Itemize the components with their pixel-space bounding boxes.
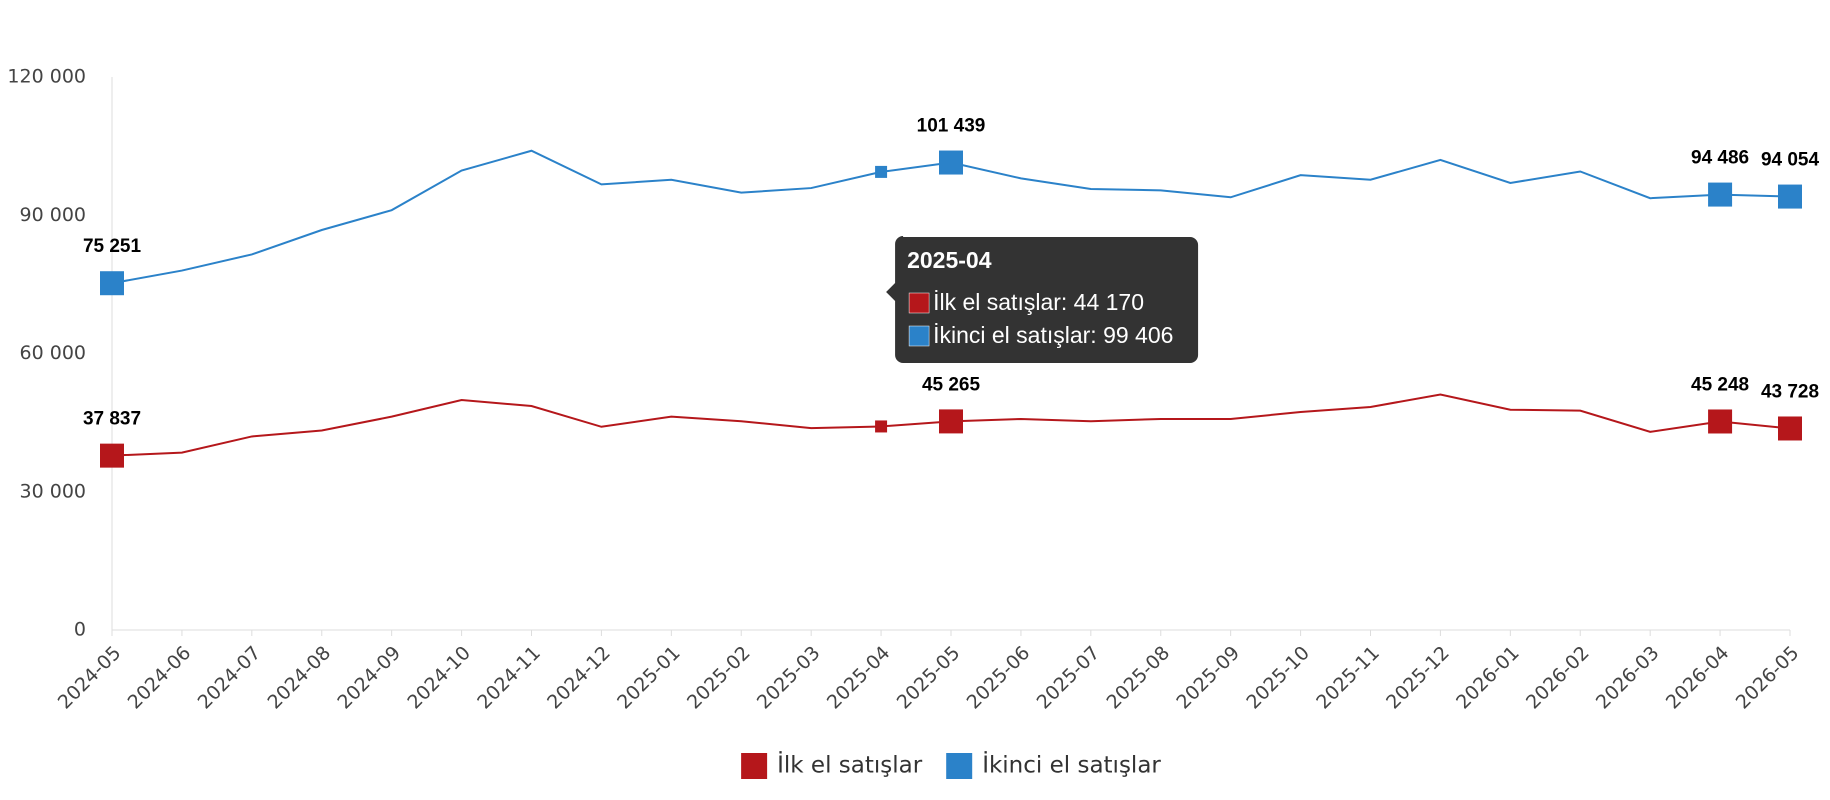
data-label: 45 248 — [1691, 374, 1749, 395]
tooltip-swatch — [908, 325, 930, 347]
data-label: 94 486 — [1691, 148, 1749, 169]
tooltip-line: İlk el satışlar: 44 170 — [933, 289, 1144, 315]
tooltip-title: 2025-04 — [907, 247, 992, 273]
x-tick-label: 2024-09 — [333, 642, 405, 714]
x-tick-label: 2025-03 — [753, 642, 825, 714]
marker — [1708, 409, 1733, 434]
y-tick-label: 90 000 — [20, 204, 86, 226]
x-tick-label: 2026-04 — [1662, 642, 1734, 714]
legend-swatch — [741, 753, 768, 779]
x-tick-label: 2024-08 — [263, 642, 335, 714]
x-tick-label: 2025-08 — [1102, 642, 1174, 714]
legend-label: İkinci el satışlar — [982, 751, 1161, 779]
marker — [1708, 182, 1733, 207]
y-tick-label: 0 — [74, 619, 86, 641]
x-tick-label: 2025-01 — [613, 642, 685, 714]
x-tick-label: 2025-10 — [1242, 642, 1314, 714]
data-label: 94 054 — [1761, 150, 1820, 171]
marker — [1778, 184, 1802, 209]
x-tick-label: 2025-05 — [893, 642, 965, 714]
tooltip-line: İkinci el satışlar: 99 406 — [933, 322, 1173, 348]
tooltip-box — [886, 236, 1199, 363]
x-tick-label: 2024-07 — [194, 642, 266, 714]
y-tick-label: 60 000 — [20, 342, 86, 364]
x-tick-label: 2026-02 — [1522, 642, 1594, 714]
data-label: 37 837 — [83, 409, 141, 430]
tooltip-swatch — [908, 292, 930, 314]
x-tick-label: 2025-09 — [1172, 642, 1244, 714]
marker — [100, 271, 124, 296]
x-tick-label: 2025-12 — [1382, 642, 1454, 714]
data-label: 43 728 — [1761, 382, 1819, 403]
data-label: 101 439 — [917, 116, 986, 137]
y-tick-label: 120 000 — [7, 66, 86, 88]
y-tick-label: 30 000 — [20, 480, 86, 502]
x-tick-label: 2025-06 — [963, 642, 1035, 714]
x-tick-label: 2024-06 — [124, 642, 196, 714]
legend-label: İlk el satışlar — [777, 751, 923, 779]
x-tick-label: 2026-03 — [1592, 642, 1664, 714]
marker — [1778, 416, 1802, 441]
x-tick-label: 2026-05 — [1732, 642, 1804, 714]
x-tick-label: 2025-04 — [823, 642, 895, 714]
x-tick-label: 2024-10 — [403, 642, 475, 714]
x-tick-label: 2025-11 — [1312, 642, 1384, 714]
data-label: 75 251 — [83, 236, 142, 257]
x-tick-label: 2024-05 — [54, 642, 126, 714]
legend-swatch — [946, 753, 973, 779]
marker — [939, 409, 963, 434]
x-tick-label: 2024-11 — [473, 642, 545, 714]
tooltip: 2025-04 İlk el satışlar: 44 170 İkinci el … — [886, 236, 1199, 363]
hover-marker — [875, 420, 888, 433]
marker — [939, 150, 963, 175]
x-tick-label: 2025-07 — [1033, 642, 1105, 714]
hover-marker — [875, 165, 888, 178]
data-label: 45 265 — [922, 374, 981, 395]
legend: İlk el satışlar İkinci el satışlar — [741, 751, 1161, 779]
x-tick-label: 2025-02 — [683, 642, 755, 714]
x-tick-label: 2026-01 — [1452, 642, 1524, 714]
marker — [100, 443, 124, 468]
x-tick-label: 2024-12 — [543, 642, 615, 714]
